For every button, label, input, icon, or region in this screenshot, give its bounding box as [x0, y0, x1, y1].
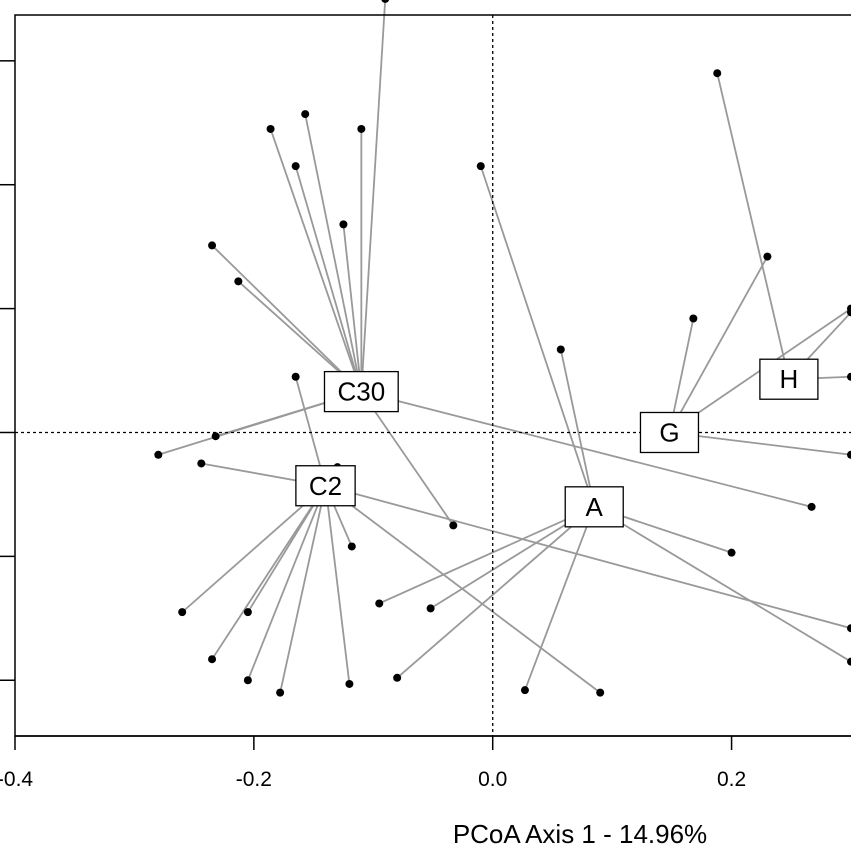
sample-point — [234, 277, 243, 286]
group-label-box — [323, 370, 399, 413]
sample-point — [345, 679, 354, 688]
group-label-text: C30 — [337, 377, 385, 407]
x-tick-label: 0.2 — [717, 768, 746, 791]
spoke-line-c30 — [294, 165, 363, 392]
sample-point — [847, 308, 851, 317]
axes: -0.4 -0.2 0.0 0.2 — [0, 60, 851, 791]
sample-point — [713, 69, 722, 78]
sample-points — [154, 0, 851, 697]
sample-point — [178, 608, 187, 617]
group-label-text: A — [586, 492, 604, 522]
sample-point — [266, 124, 275, 133]
sample-point — [291, 162, 300, 171]
spoke-line-h — [716, 73, 790, 380]
sample-point — [375, 599, 384, 608]
sample-point — [291, 372, 300, 381]
plot-frame — [14, 14, 851, 737]
spoke-line-c2 — [211, 485, 327, 660]
sample-point — [476, 162, 485, 171]
spoke-lines — [158, 0, 851, 694]
sample-point — [426, 604, 435, 613]
spoke-line-a — [524, 506, 596, 691]
group-label-text: G — [659, 417, 679, 447]
sample-point — [393, 673, 402, 682]
spoke-line-c2 — [325, 484, 851, 630]
sample-point — [208, 241, 217, 250]
sample-point — [211, 432, 220, 441]
reference-lines — [15, 15, 851, 736]
spoke-line-c30 — [269, 128, 363, 392]
sample-point — [847, 657, 851, 666]
spoke-line-a — [559, 349, 596, 508]
sample-point — [243, 608, 252, 617]
group-label-h: H — [759, 358, 819, 400]
spoke-line-c30 — [211, 244, 362, 393]
spoke-line-c2 — [324, 485, 351, 685]
group-label-box — [759, 358, 819, 400]
x-axis-title: PCoA Axis 1 - 14.96% — [453, 819, 707, 849]
group-label-box — [639, 411, 700, 454]
sample-point — [381, 0, 390, 3]
sample-point — [208, 655, 217, 664]
sample-point — [339, 220, 348, 229]
group-label-a: A — [564, 486, 624, 528]
sample-point — [520, 686, 529, 695]
group-label-g: G — [639, 411, 700, 454]
spoke-line-a — [396, 506, 595, 679]
spoke-line-c30 — [342, 224, 363, 392]
spoke-line-c30 — [360, 0, 387, 392]
sample-point — [347, 542, 356, 551]
spoke-line-g — [668, 256, 769, 433]
sample-point — [357, 124, 366, 133]
spoke-line-c2 — [181, 485, 327, 613]
spoke-line-c30 — [361, 390, 812, 508]
spoke-line-a — [479, 165, 596, 508]
spoke-line-c2 — [279, 485, 327, 693]
x-tick-label: 0.0 — [478, 768, 507, 791]
spoke-line-a — [378, 505, 595, 605]
group-label-text: C2 — [309, 471, 342, 501]
sample-point — [807, 502, 816, 511]
group-label-box — [564, 486, 624, 528]
group-labels: C30 C2 A G H — [295, 358, 819, 528]
sample-point — [449, 521, 458, 530]
sample-point — [197, 459, 206, 468]
spoke-line-c30 — [304, 113, 363, 392]
spoke-line-a — [593, 506, 851, 663]
sample-point — [596, 688, 605, 697]
group-label-c30: C30 — [323, 370, 399, 413]
sample-point — [556, 345, 565, 354]
sample-point — [154, 450, 163, 459]
sample-point — [847, 624, 851, 633]
spoke-line-c30 — [360, 391, 455, 526]
spoke-line-c2 — [247, 485, 327, 681]
sample-point — [847, 450, 851, 459]
sample-point — [847, 372, 851, 381]
spoke-line-g — [669, 431, 851, 456]
group-label-box — [295, 465, 356, 507]
sample-point — [689, 314, 698, 323]
group-label-text: H — [780, 364, 799, 394]
sample-point — [243, 676, 252, 685]
sample-point — [763, 252, 772, 261]
group-label-c2: C2 — [295, 465, 356, 507]
x-tick-label: -0.4 — [0, 768, 33, 791]
sample-point — [727, 548, 736, 557]
x-tick-label: -0.2 — [236, 768, 272, 791]
sample-point — [301, 110, 310, 119]
sample-point — [276, 688, 285, 697]
